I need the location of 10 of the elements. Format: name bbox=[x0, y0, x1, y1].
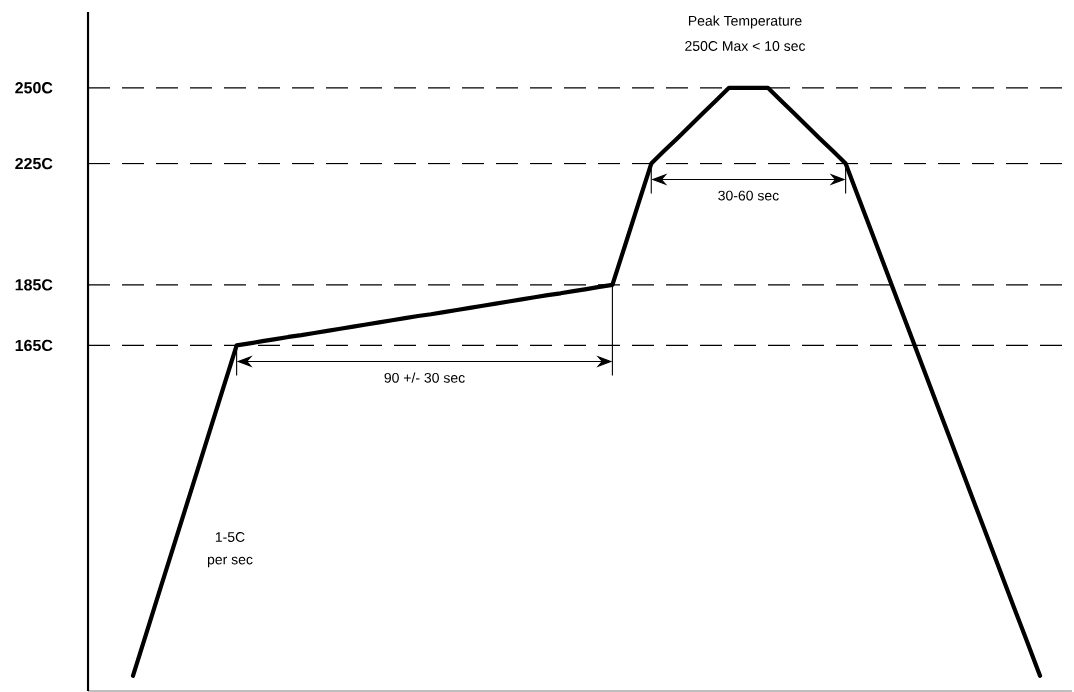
annotation: Peak Temperature bbox=[688, 15, 802, 29]
annotation: 1-5C bbox=[215, 532, 245, 542]
annotation: per sec bbox=[207, 556, 253, 568]
y-tick-label: 250C bbox=[15, 82, 53, 94]
y-tick-label: 185C bbox=[15, 279, 53, 291]
annotation: 250C Max < 10 sec bbox=[685, 41, 806, 51]
y-tick-label: 165C bbox=[15, 339, 53, 352]
annotation: 30-60 sec bbox=[718, 190, 779, 201]
y-tick-label: 225C bbox=[15, 157, 53, 170]
annotation: 90 +/- 30 sec bbox=[384, 372, 465, 383]
